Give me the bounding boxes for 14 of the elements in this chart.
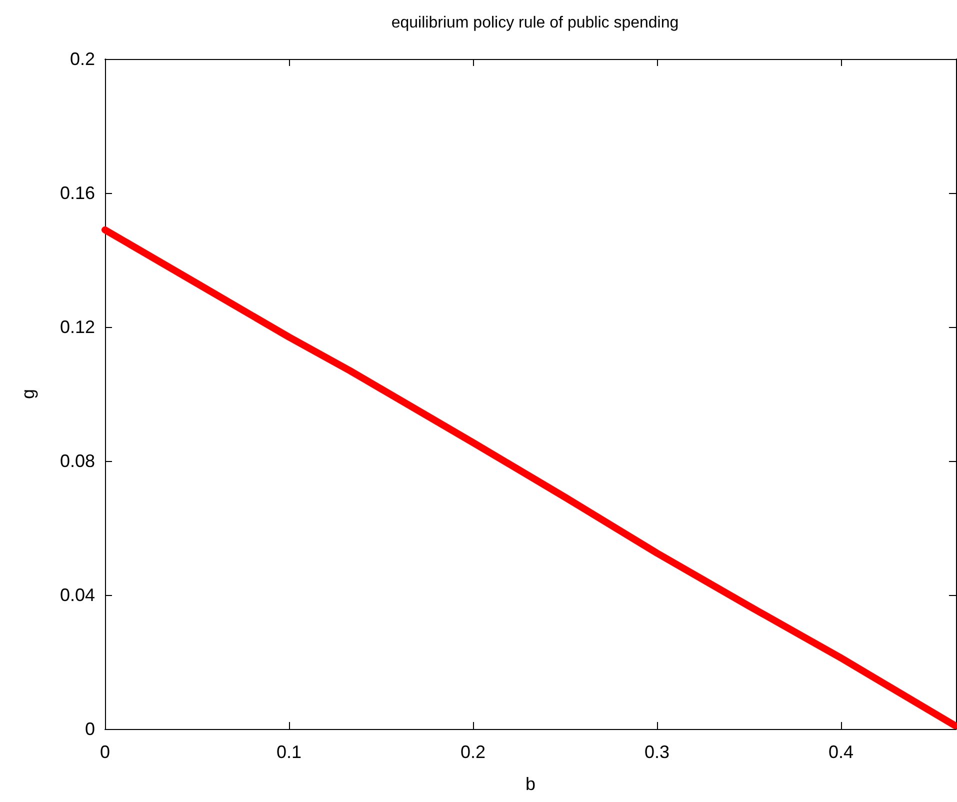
y-tick-label: 0.16 [60, 183, 95, 203]
x-tick-label: 0 [100, 742, 110, 762]
x-tick-label: 0.4 [828, 742, 854, 762]
y-axis-title: g [18, 388, 38, 400]
x-axis-title: b [525, 774, 536, 794]
x-tick-label: 0.2 [460, 742, 486, 762]
y-tick-label: 0.04 [60, 585, 95, 605]
chart-title: equilibrium policy rule of public spending [391, 14, 679, 32]
y-tick-label: 0.08 [60, 451, 95, 471]
x-tick-label: 0.1 [276, 742, 302, 762]
y-tick-label: 0.12 [60, 317, 95, 337]
y-tick-label: 0 [84, 719, 95, 739]
x-tick-label: 0.3 [644, 742, 670, 762]
y-tick-label: 0.2 [70, 49, 95, 69]
